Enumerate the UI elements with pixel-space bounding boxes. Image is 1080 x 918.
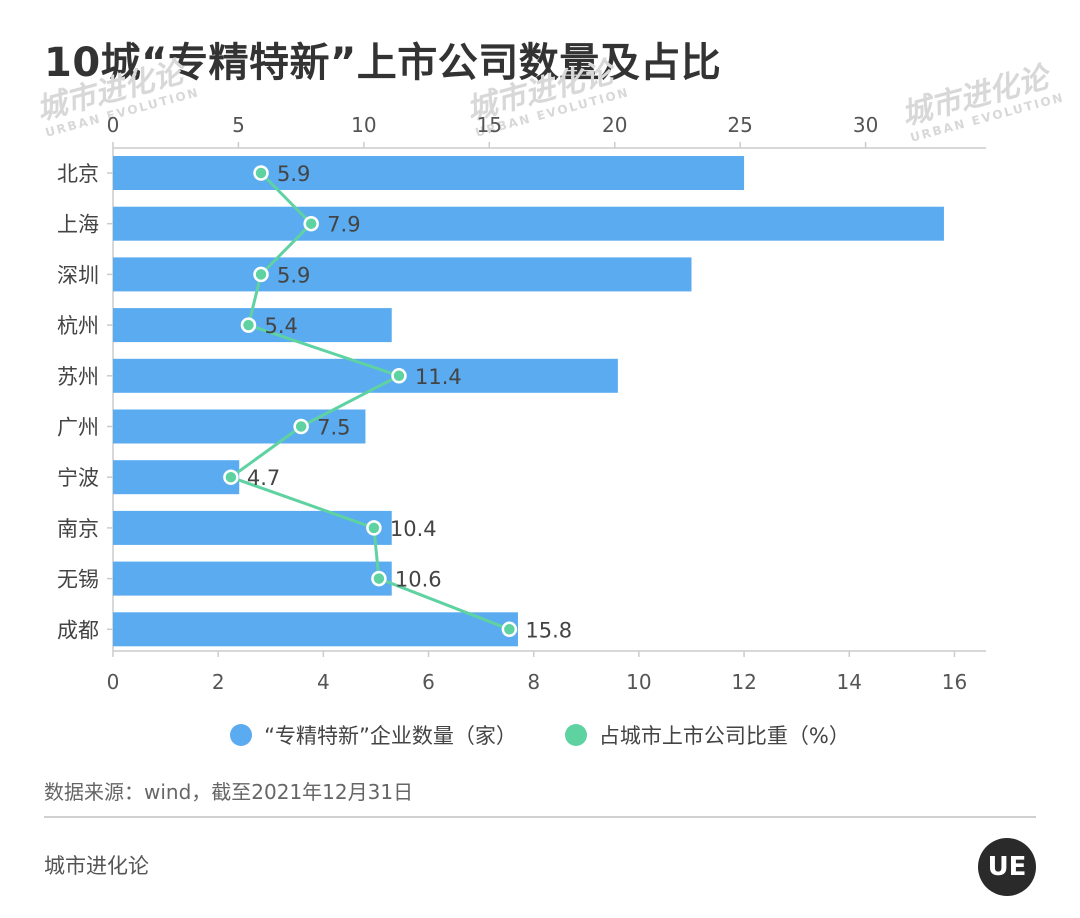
top-tick-label: 20 — [602, 113, 627, 137]
line-point — [253, 165, 269, 181]
top-tick-label: 15 — [477, 113, 502, 137]
line-point — [253, 266, 269, 283]
data-label: 4.7 — [247, 466, 280, 490]
legend-line-label: 占城市上市公司比重（%） — [598, 724, 850, 748]
category-label: 杭州 — [57, 314, 99, 338]
line-path — [229, 171, 510, 631]
top-tick-label: 0 — [107, 113, 120, 137]
bottom-tick-label: 0 — [107, 670, 120, 694]
line-series — [223, 165, 518, 638]
bottom-tick-label: 6 — [422, 670, 435, 694]
bar — [113, 206, 944, 241]
bar-series — [113, 156, 944, 647]
category-label: 无锡 — [57, 568, 99, 592]
bottom-tick-label: 4 — [317, 670, 330, 694]
category-label: 宁波 — [57, 466, 99, 490]
data-label: 10.6 — [395, 568, 442, 592]
category-label: 北京 — [57, 162, 99, 186]
legend-item-bar[interactable]: “专精特新”企业数量（家） — [230, 718, 517, 752]
data-label: 15.8 — [525, 618, 572, 642]
line-point — [501, 621, 518, 638]
chart-title: 10城“专精特新”上市公司数量及占比 — [44, 40, 722, 86]
category-label: 广州 — [57, 416, 99, 440]
bar — [113, 510, 392, 545]
line-point — [293, 418, 309, 435]
legend-bar-label: “专精特新”企业数量（家） — [264, 724, 517, 748]
legend: “专精特新”企业数量（家） 占城市上市公司比重（%） — [0, 718, 1080, 752]
bar — [113, 257, 692, 292]
bar — [113, 156, 745, 190]
brand-logo: UE — [978, 838, 1036, 896]
bar — [113, 612, 518, 647]
bottom-tick-label: 12 — [731, 670, 756, 694]
divider — [44, 816, 1036, 818]
line-point — [223, 469, 239, 485]
category-label: 成都 — [57, 618, 99, 642]
top-tick-label: 5 — [232, 113, 245, 137]
data-label: 11.4 — [415, 365, 462, 389]
bar — [113, 561, 392, 596]
data-label: 5.4 — [264, 314, 297, 338]
source-note: 数据来源：wind，截至2021年12月31日 — [44, 780, 414, 804]
label-layer: 5.9 7.9 5.9 5.4 11.4 7.5 4.7 10.4 10.6 15.8 — [247, 162, 572, 642]
legend-bar-swatch — [230, 724, 253, 746]
bottom-tick-label: 2 — [212, 670, 225, 694]
brand-name: 城市进化论 — [44, 854, 149, 878]
bottom-tick-label: 16 — [942, 670, 967, 694]
bottom-tick-label: 10 — [626, 670, 651, 694]
category-label: 苏州 — [57, 365, 99, 389]
category-label: 上海 — [57, 213, 99, 237]
data-label: 5.9 — [277, 263, 310, 287]
line-point — [371, 570, 387, 587]
data-label: 5.9 — [277, 162, 310, 186]
line-point — [391, 368, 407, 384]
data-label: 7.5 — [317, 416, 350, 440]
line-point — [303, 215, 319, 232]
data-label: 10.4 — [390, 517, 437, 541]
line-point — [366, 520, 382, 536]
bottom-tick-label: 8 — [527, 670, 540, 694]
bar — [113, 460, 240, 495]
bottom-tick-label: 14 — [837, 670, 862, 694]
top-tick-label: 25 — [727, 113, 752, 137]
legend-line-swatch — [564, 724, 587, 746]
top-tick-label: 30 — [853, 113, 878, 137]
data-label: 7.9 — [327, 213, 360, 237]
line-point — [240, 317, 257, 333]
category-label: 深圳 — [57, 263, 99, 287]
category-label: 南京 — [57, 517, 99, 541]
axes: 0 2 4 6 8 10 12 14 16 0 5 10 15 20 25 30 北京上海深圳杭州苏州广州宁波南… — [57, 113, 986, 694]
top-tick-label: 10 — [351, 113, 376, 137]
legend-item-line[interactable]: 占城市上市公司比重（%） — [564, 718, 850, 752]
